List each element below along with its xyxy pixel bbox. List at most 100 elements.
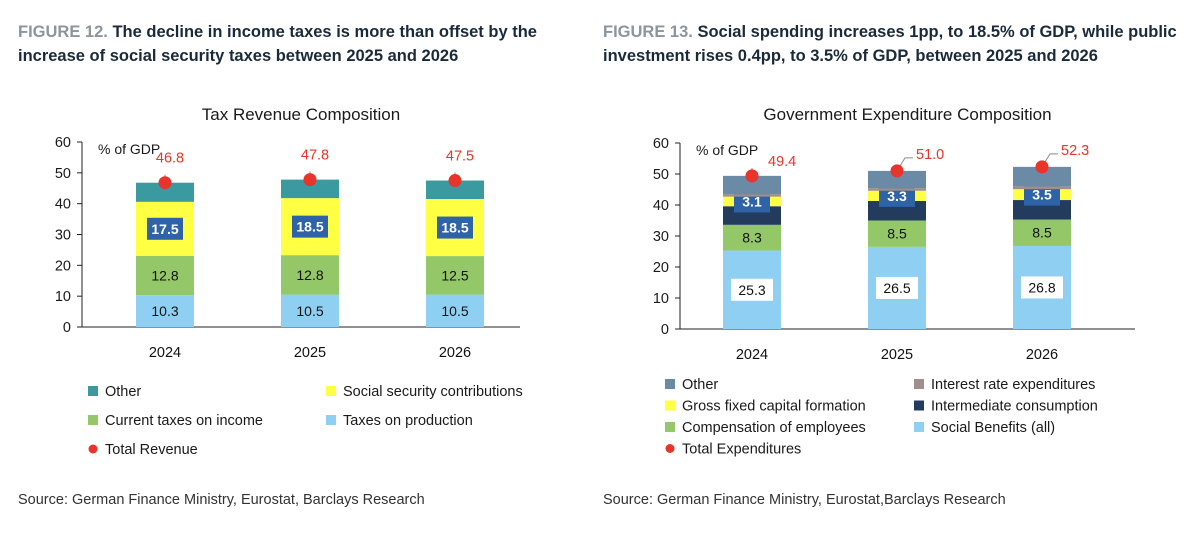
data-label-box [731,278,773,301]
data-label-social-benefits-all-2024: 25.3 [738,282,765,298]
data-label-social-security-contributions-2026: 18.5 [441,220,468,236]
bar-other-2025 [868,170,926,189]
bar-group-2025: 10.5 12.8 18.5 47.8 [281,148,339,327]
total-marker-2026 [1035,160,1049,174]
total-label-2025: 47.8 [301,148,329,164]
x-tick-label: 2024 [736,347,768,363]
legend-label-taxes-on-production: Taxes on production [343,413,473,429]
legend-label-other: Other [105,384,141,400]
y-tick-label: 40 [653,198,669,214]
chart-title: Tax Revenue Composition [202,105,400,124]
data-label-compensation-of-employees-2026: 8.5 [1032,225,1052,241]
data-label-box [292,215,328,238]
legend-label-current-taxes-on-income: Current taxes on income [105,413,263,429]
y-axis: 0 10 20 30 40 50 60 % of GDP [653,136,758,338]
chart-title: Government Expenditure Composition [763,105,1051,124]
bar-other-2024 [723,175,781,195]
legend-label-total-expenditures: Total Expenditures [682,442,801,458]
bar-other-2026 [426,180,484,200]
legend-label-social-benefits-all: Social Benefits (all) [931,420,1055,436]
y-axis-label: % of GDP [696,142,758,158]
data-label-current-taxes-on-income-2024: 12.8 [151,268,178,284]
legend: Other Interest rate expenditures Gross fix… [665,377,1098,458]
y-tick-label: 60 [653,136,669,152]
y-tick-label: 50 [55,166,71,182]
data-label-taxes-on-production-2025: 10.5 [296,303,323,319]
y-tick-label: 30 [55,228,71,244]
x-tick-label: 2025 [294,345,326,361]
bar-other-2025 [281,179,339,199]
bar-group-2026: 10.5 12.5 18.5 47.5 [426,149,484,327]
bar-interest-rate-expenditures-2025 [868,188,926,191]
y-tick-label: 0 [661,322,669,338]
data-label-current-taxes-on-income-2025: 12.8 [296,267,323,283]
legend-label-intermediate-consumption: Intermediate consumption [931,399,1098,415]
data-label-current-taxes-on-income-2026: 12.5 [441,267,468,283]
data-label-box [147,217,183,240]
bar-group-2024: 10.3 12.8 17.5 46.8 [136,151,194,327]
x-tick-label: 2024 [149,345,181,361]
x-tick-label: 2026 [439,345,471,361]
bar-compensation-of-employees-2025 [868,220,926,247]
y-tick-label: 10 [653,291,669,307]
total-marker-2024 [158,176,172,190]
data-label-gross-fixed-capital-formation-2024: 3.1 [742,193,762,209]
legend: Other Social security contributions Curren… [88,384,523,458]
figure-12-number: FIGURE 12. [18,23,108,41]
bar-interest-rate-expenditures-2026 [1013,186,1071,190]
x-tick-label: 2026 [1026,347,1058,363]
y-tick-label: 10 [55,289,71,305]
y-tick-label: 40 [55,197,71,213]
data-label-compensation-of-employees-2025: 8.5 [887,226,907,242]
bar-taxes-on-production-2025 [281,294,339,327]
bar-current-taxes-on-income-2026 [426,256,484,295]
legend-marker-other [88,386,98,396]
legend-marker-social-benefits-all [914,422,924,432]
y-tick-label: 30 [653,229,669,245]
legend-marker-intermediate-consumption [914,400,924,411]
y-tick-label: 50 [653,167,669,183]
bar-compensation-of-employees-2024 [723,224,781,251]
figure-12-title: The decline in income taxes is more than… [18,23,537,65]
data-label-gross-fixed-capital-formation-2025: 3.3 [887,188,907,204]
y-tick-label: 60 [55,135,71,151]
data-label-social-benefits-all-2025: 26.5 [883,280,910,296]
total-label-2026: 47.5 [446,149,474,165]
expenditure-chart: Government Expenditure Composition 0 10 20 3… [653,105,1135,458]
legend-marker-compensation-of-employees [665,422,675,432]
total-label-2025: 51.0 [916,147,944,163]
bar-group-2026: 26.8 8.5 3.5 52.3 [1013,143,1089,329]
bar-other-2024 [136,182,194,202]
legend-marker-total-revenue [88,444,98,454]
legend-marker-interest-rate-expenditures [914,379,924,389]
total-marker-2025 [890,164,904,178]
bar-interest-rate-expenditures-2024 [723,194,781,197]
legend-label-total-revenue: Total Revenue [105,442,198,458]
legend-marker-social-security-contributions [326,386,336,396]
total-marker-2025 [303,173,317,187]
legend-label-gross-fixed-capital-formation: Gross fixed capital formation [682,399,866,415]
tax-revenue-chart: Tax Revenue Composition 0 10 20 30 40 50 60 % of… [55,105,523,458]
data-label-box [876,276,918,299]
figure-13-title: Social spending increases 1pp, to 18.5% … [603,23,1177,65]
figure-12-heading: FIGURE 12. The decline in income taxes i… [18,20,578,68]
data-label-box [1021,276,1063,299]
bar-compensation-of-employees-2026 [1013,219,1071,246]
legend-marker-other [665,379,675,389]
bar-group-2024: 25.3 8.3 3.1 49.4 [723,154,796,329]
data-label-social-security-contributions-2024: 17.5 [151,221,178,237]
legend-marker-gross-fixed-capital-formation [665,400,675,411]
legend-label-other: Other [682,377,718,393]
legend-marker-total-expenditures [665,444,675,453]
legend-label-compensation-of-employees: Compensation of employees [682,420,866,436]
total-marker-2024 [745,169,759,183]
bar-taxes-on-production-2026 [426,294,484,327]
y-tick-label: 20 [55,258,71,274]
bar-taxes-on-production-2024 [136,295,194,327]
bar-group-2025: 26.5 8.5 3.3 51.0 [868,147,944,329]
legend-marker-taxes-on-production [326,415,336,425]
bar-current-taxes-on-income-2024 [136,255,194,296]
figure-13-source: Source: German Finance Ministry, Eurosta… [603,492,1006,508]
x-tick-label: 2025 [881,347,913,363]
total-marker-2026 [448,174,462,188]
